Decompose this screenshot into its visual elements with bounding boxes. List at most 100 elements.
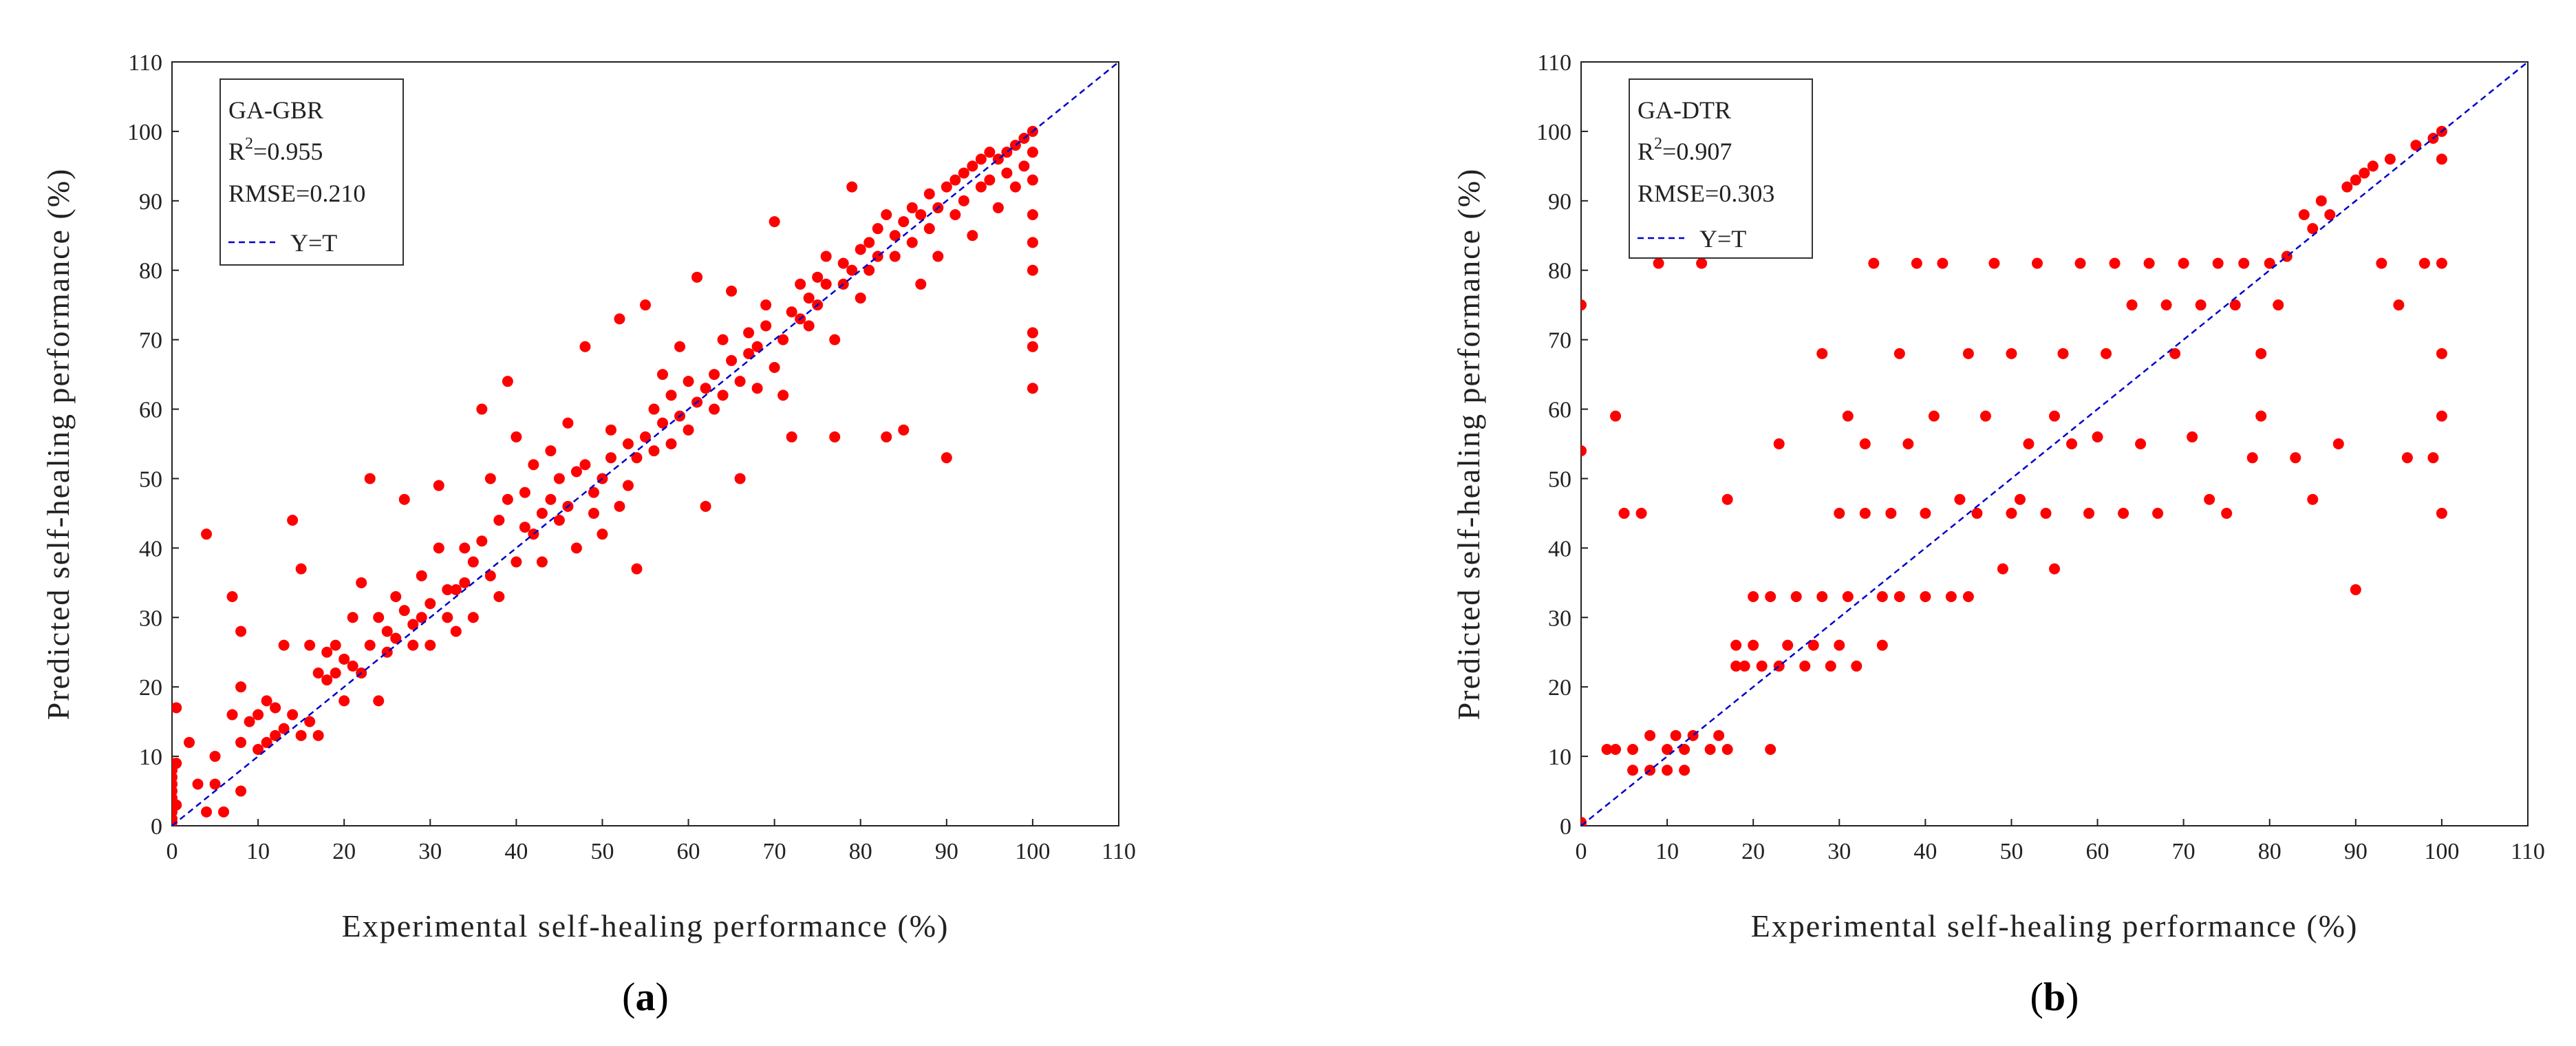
scatter-point — [2101, 348, 2112, 359]
scatter-point — [898, 216, 910, 228]
scatter-point — [1945, 591, 1957, 602]
scatter-point — [235, 681, 247, 693]
scatter-point — [330, 668, 341, 679]
scatter-point — [597, 529, 608, 540]
scatter-point — [837, 257, 849, 269]
scatter-point — [846, 181, 858, 193]
scatter-point — [2315, 195, 2327, 206]
scatter-point — [459, 577, 471, 588]
scatter-point — [373, 612, 385, 623]
scatter-point — [1834, 639, 1845, 651]
scatter-point — [1713, 729, 1725, 741]
scatter-point — [709, 403, 720, 415]
scatter-point — [381, 626, 393, 637]
scatter-point — [975, 153, 987, 165]
scatter-point — [1027, 174, 1038, 186]
scatter-point — [1009, 181, 1021, 193]
scatter-point — [1876, 591, 1888, 602]
scatter-point — [184, 736, 195, 748]
scatter-point — [614, 500, 625, 512]
scatter-point — [459, 542, 471, 554]
scatter-point — [1997, 563, 2008, 575]
scatter-point — [398, 493, 410, 505]
scatter-point — [261, 736, 272, 748]
x-tick-label: 30 — [418, 839, 442, 864]
scatter-point — [2324, 209, 2336, 220]
x-tick-label: 90 — [935, 839, 958, 864]
scatter-point — [1618, 507, 1630, 519]
scatter-point — [751, 341, 763, 352]
scatter-point — [398, 605, 410, 617]
scatter-point — [235, 626, 247, 637]
scatter-point — [2152, 507, 2164, 519]
scatter-point — [450, 626, 462, 637]
x-tick-label: 90 — [2344, 839, 2368, 864]
panel-label-b: (b) — [2030, 974, 2079, 1019]
x-tick-label: 100 — [2424, 839, 2459, 864]
scatter-point — [795, 278, 806, 290]
scatter-point — [717, 334, 729, 345]
x-tick-label: 50 — [590, 839, 614, 864]
scatter-point — [312, 668, 324, 679]
scatter-point — [967, 230, 978, 242]
scatter-point — [1704, 744, 1716, 755]
y-tick-label: 40 — [1548, 536, 1571, 562]
scatter-point — [364, 473, 376, 484]
scatter-point — [1937, 257, 1949, 269]
identity-line-a — [171, 61, 1119, 826]
scatter-point — [1962, 591, 1974, 602]
scatter-point — [416, 612, 427, 623]
scatter-point — [172, 758, 182, 769]
scatter-point — [949, 174, 961, 186]
scatter-point — [172, 799, 182, 811]
x-tick-label: 80 — [2258, 839, 2282, 864]
scatter-point — [1001, 167, 1013, 179]
x-tick-label: 10 — [246, 839, 270, 864]
scatter-point — [622, 480, 634, 491]
scatter-point — [201, 529, 213, 540]
scatter-point — [2049, 410, 2060, 422]
scatter-point — [1954, 493, 1966, 505]
scatter-point — [1018, 160, 1030, 172]
scatter-point — [347, 612, 358, 623]
legend-model-b: GA-DTR — [1638, 96, 1731, 124]
scatter-point — [1816, 591, 1828, 602]
scatter-point — [2169, 348, 2181, 359]
scatter-point — [2187, 431, 2198, 442]
scatter-point — [1027, 147, 1038, 158]
scatter-point — [295, 563, 307, 575]
scatter-point — [407, 639, 419, 651]
scatter-point — [2401, 452, 2413, 464]
scatter-point — [640, 299, 651, 311]
scatter-point — [881, 209, 892, 220]
scatter-point — [786, 306, 797, 318]
y-tick-label: 50 — [139, 467, 162, 492]
scatter-point — [1834, 507, 1845, 519]
scatter-point — [1859, 438, 1871, 449]
scatter-point — [803, 320, 815, 332]
scatter-point — [2221, 507, 2233, 519]
scatter-point — [287, 515, 299, 526]
scatter-point — [450, 584, 462, 595]
scatter-point — [511, 556, 522, 568]
scatter-point — [751, 383, 763, 394]
scatter-point — [1027, 237, 1038, 248]
scatter-point — [631, 452, 643, 464]
scatter-point — [614, 313, 625, 325]
scatter-point — [270, 702, 281, 714]
scatter-point — [2118, 507, 2129, 519]
scatter-point — [545, 493, 557, 505]
scatter-point — [769, 362, 780, 373]
scatter-point — [1782, 639, 1794, 651]
scatter-point — [906, 202, 918, 213]
x-tick-label: 70 — [763, 839, 786, 864]
scatter-point — [1610, 744, 1622, 755]
scatter-point — [760, 320, 772, 332]
scatter-point — [829, 431, 841, 442]
scatter-point — [734, 376, 746, 387]
y-tick-label: 60 — [1548, 398, 1571, 423]
scatter-point — [1679, 744, 1690, 755]
scatter-point — [2229, 299, 2241, 311]
scatter-point — [192, 778, 204, 790]
